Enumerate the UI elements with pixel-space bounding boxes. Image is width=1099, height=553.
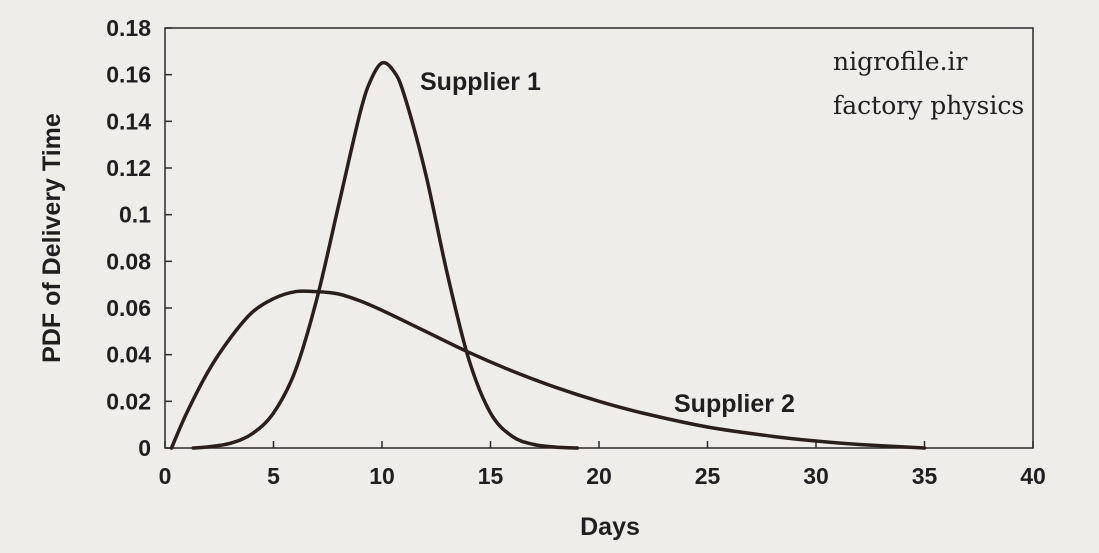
x-tick-label: 0 [159, 463, 172, 489]
series-label-supplier-1: Supplier 1 [420, 68, 541, 96]
y-tick-label: 0.04 [106, 342, 151, 368]
y-tick-label: 0.12 [106, 155, 151, 181]
y-tick-label: 0.16 [106, 62, 151, 88]
x-tick-label: 30 [803, 463, 829, 489]
x-tick-label: 25 [695, 463, 721, 489]
y-tick-label: 0.08 [106, 248, 151, 274]
x-tick-label: 35 [912, 463, 938, 489]
y-tick-label: 0.1 [119, 202, 151, 228]
x-tick-label: 10 [369, 463, 395, 489]
x-tick-label: 15 [478, 463, 504, 489]
watermark-line-1: nigrofile.ir [833, 47, 968, 76]
y-axis-title: PDF of Delivery Time [38, 113, 66, 363]
y-tick-label: 0.14 [106, 108, 151, 134]
y-tick-label: 0.02 [106, 388, 151, 414]
series-line-supplier-2 [169, 289, 927, 450]
y-tick-label: 0.06 [106, 295, 151, 321]
series-label-supplier-2: Supplier 2 [674, 390, 795, 418]
x-tick-label: 5 [267, 463, 280, 489]
series-curves [169, 60, 927, 450]
series-line-supplier-1 [191, 60, 580, 450]
y-tick-label: 0 [138, 435, 151, 461]
x-tick-label: 20 [586, 463, 612, 489]
y-axis-ticks: 0 0.02 0.04 0.06 0.08 0.1 0.12 0.14 0.16 0.18 [106, 15, 172, 461]
x-tick-label: 40 [1020, 463, 1046, 489]
watermark-line-2: factory physics [833, 91, 1024, 120]
y-tick-label: 0.18 [106, 15, 151, 41]
x-axis-title: Days [580, 513, 640, 541]
